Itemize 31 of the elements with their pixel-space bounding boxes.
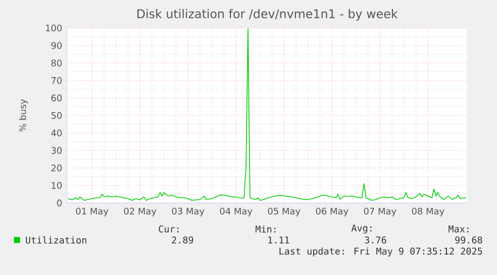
x-tick-label: 05 May (268, 208, 300, 216)
text: Min: (256, 225, 276, 233)
y-tick-label: 90 (51, 42, 62, 49)
y-tick-label: 0 (57, 200, 62, 206)
text: Max: (448, 226, 468, 232)
y-tick-label: 100 (46, 24, 62, 32)
y-tick-label: 10 (52, 182, 62, 189)
y-tick-label: 80 (51, 60, 62, 66)
y-tick-label: 20 (51, 164, 62, 172)
x-tick-label: 06 May (316, 208, 348, 216)
y-tick-label: 70 (52, 77, 62, 84)
chart-title: Disk utilization for /dev/nvme1n1 - by week (137, 9, 398, 21)
x-tick-label: 02 May (124, 208, 156, 216)
x-tick-label: 03 May (172, 208, 204, 216)
y-tick-label: 60 (51, 94, 62, 102)
x-tick-label: 01 May (76, 208, 108, 216)
text: Last update: Fri May 9 07:35:12 2025 (280, 247, 482, 257)
text: 1.11 (268, 236, 290, 244)
y-axis-title: % busy (19, 99, 28, 132)
text: 3.76 (364, 236, 386, 244)
text: Avg: (351, 224, 372, 234)
x-tick-label: 08 May (412, 208, 444, 216)
x-tick-label: 07 May (364, 208, 396, 216)
y-tick-label: 50 (51, 112, 62, 119)
text: 99.68 (455, 236, 482, 244)
y-tick-label: 40 (51, 130, 62, 136)
text: 2.89 (172, 236, 194, 244)
x-tick-label: 04 May (220, 208, 252, 216)
text: Cur: (158, 225, 178, 233)
y-tick-label: 30 (51, 147, 62, 154)
legend-label: Utilization (26, 236, 86, 244)
